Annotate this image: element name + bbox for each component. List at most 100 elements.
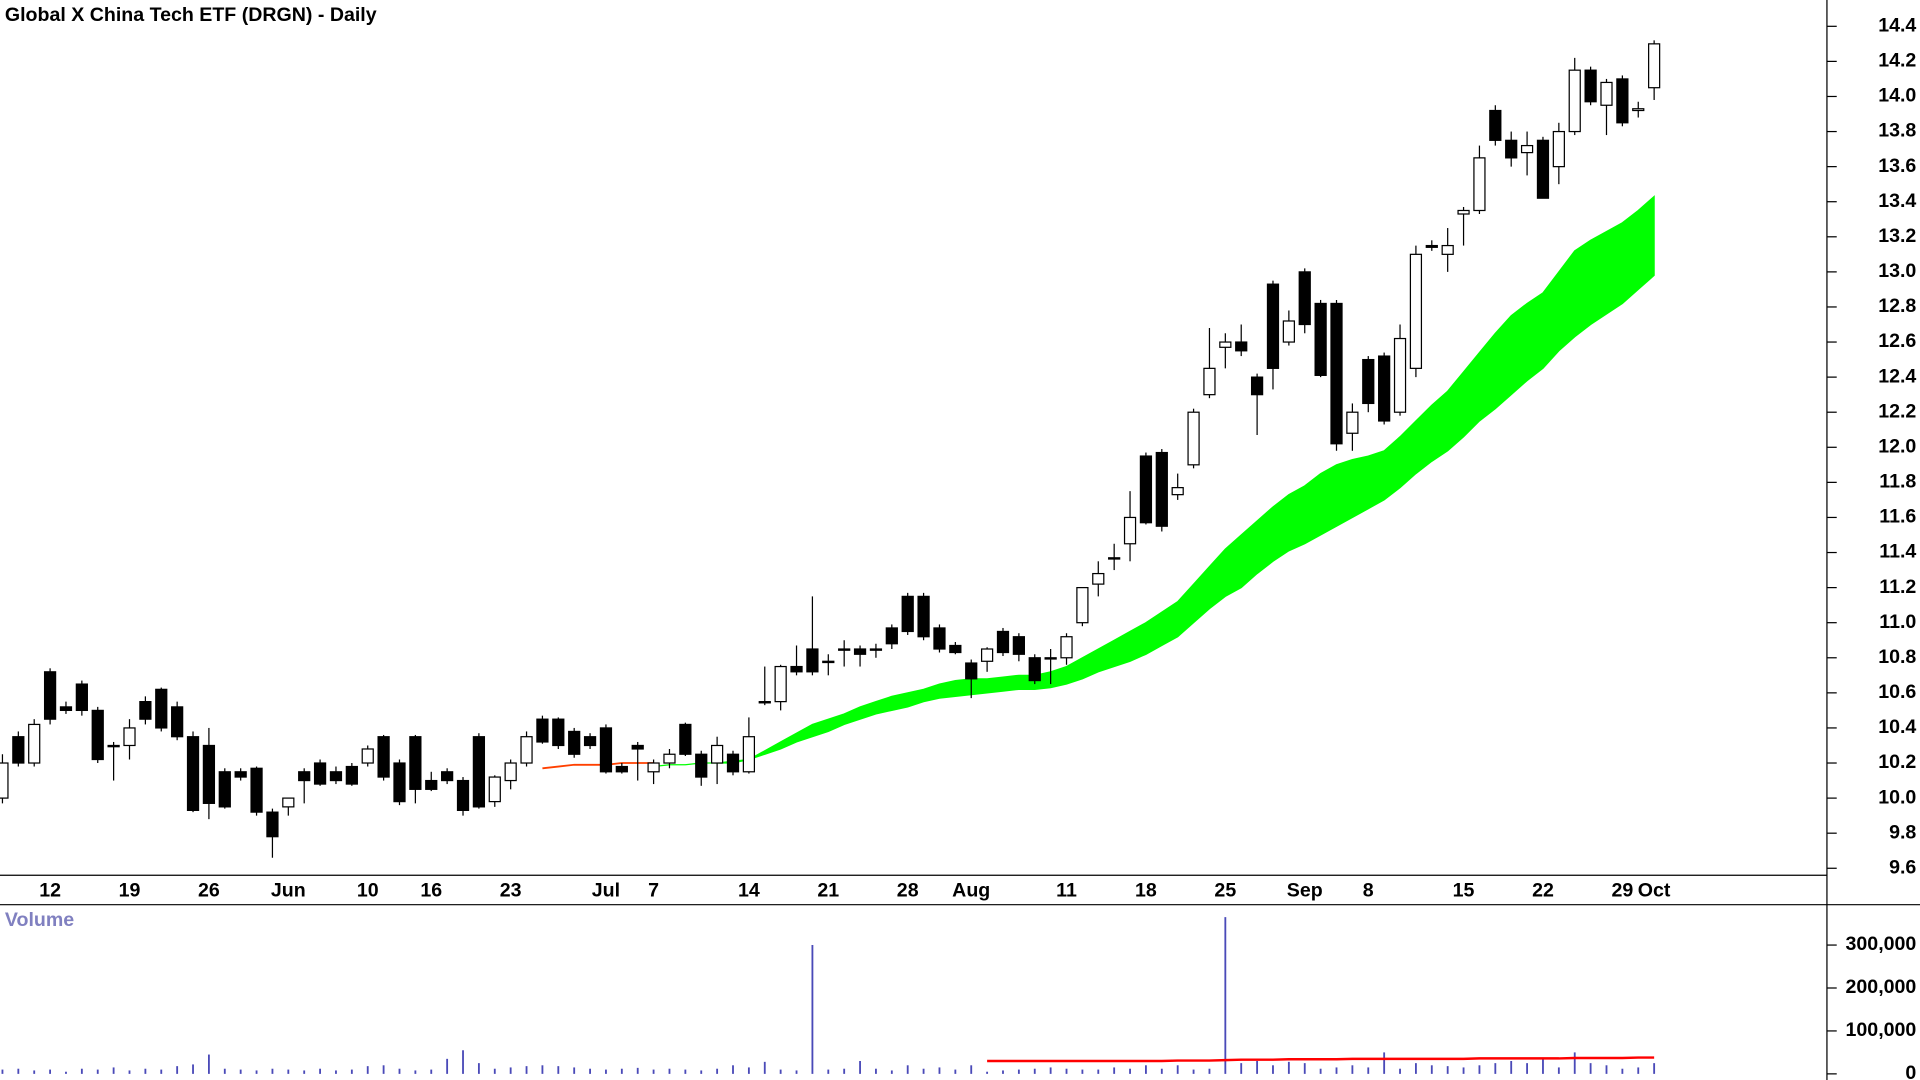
candle-body <box>933 627 946 650</box>
candle-body <box>1378 355 1391 422</box>
candle-body <box>425 779 438 790</box>
y-tick-label: 13.8 <box>1878 120 1916 142</box>
y-tick-label: 13.4 <box>1878 190 1916 212</box>
x-tick-label: Oct <box>1638 879 1671 901</box>
candle-body <box>695 753 708 778</box>
candle-body <box>742 736 756 773</box>
candle-body <box>1171 487 1184 496</box>
candle-body <box>1473 157 1486 212</box>
candle-body <box>838 648 851 651</box>
candle-body <box>1123 516 1137 545</box>
candle-body <box>647 762 660 773</box>
x-tick-label: Sep <box>1287 879 1323 901</box>
y-tick-label: 11.8 <box>1879 471 1916 493</box>
x-tick-label: 22 <box>1532 879 1554 901</box>
candle-body <box>107 744 120 748</box>
y-tick-label: 10.6 <box>1878 681 1916 703</box>
x-tick-label: 21 <box>817 879 839 901</box>
y-tick-label: 11.6 <box>1879 506 1916 528</box>
candle-body <box>1108 557 1121 560</box>
y-tick-label: 10.0 <box>1878 786 1916 808</box>
candle-body <box>1648 43 1661 89</box>
candle-body <box>1584 69 1597 103</box>
y-tick-label: 0 <box>1905 1062 1916 1080</box>
candle-body <box>536 718 549 743</box>
candle-body <box>806 648 819 673</box>
candle-body <box>965 662 978 680</box>
candle-body <box>282 797 295 808</box>
y-tick-label: 13.0 <box>1878 260 1916 282</box>
candle-body <box>1076 586 1089 624</box>
candle-body <box>679 723 692 755</box>
candle-body <box>0 762 9 799</box>
candle-body <box>631 744 644 750</box>
candle-body <box>441 771 454 782</box>
candle-body <box>758 701 771 704</box>
y-tick-label: 11.4 <box>1879 541 1916 563</box>
candle-body <box>1330 302 1343 445</box>
candle-body <box>1362 358 1375 405</box>
x-tick-label: Jul <box>592 879 620 901</box>
candle-body <box>393 762 406 803</box>
candle-body <box>171 706 184 738</box>
candle-body <box>1393 337 1407 413</box>
candle-body <box>1282 320 1295 343</box>
candle-body <box>155 688 168 729</box>
candle-body <box>552 718 565 747</box>
candle-body <box>917 595 930 638</box>
x-tick-label: 16 <box>420 879 442 901</box>
candle-body <box>1060 636 1073 659</box>
candle-body <box>266 811 279 838</box>
candle-body <box>361 748 374 764</box>
y-tick-label: 200,000 <box>1846 976 1917 998</box>
candle-body <box>1536 139 1550 199</box>
candle-body <box>1425 244 1438 248</box>
candle-body <box>504 762 517 782</box>
candle-body <box>1092 572 1105 585</box>
x-tick-label: 7 <box>648 879 659 901</box>
candle-body <box>1187 411 1200 466</box>
candle-body <box>1266 283 1280 369</box>
candle-body <box>1235 341 1248 352</box>
candle-body <box>980 648 994 662</box>
volume-title: Volume <box>5 909 74 931</box>
candle-body <box>409 736 422 790</box>
candle-body <box>1568 69 1581 133</box>
candle-body <box>790 665 803 673</box>
x-tick-label: 12 <box>39 879 61 901</box>
candle-body <box>1044 657 1057 660</box>
candle-body <box>869 648 883 651</box>
candle-body <box>599 727 613 773</box>
candle-body <box>1028 657 1041 682</box>
candle-body <box>139 701 152 720</box>
candle-body <box>885 627 898 645</box>
x-tick-label: 18 <box>1135 879 1157 901</box>
y-tick-label: 12.8 <box>1878 295 1916 317</box>
candle-body <box>663 753 676 764</box>
candle-body <box>1552 130 1565 168</box>
x-tick-label: 14 <box>738 879 760 901</box>
y-tick-label: 12.6 <box>1878 330 1916 352</box>
x-tick-label: 19 <box>119 879 141 901</box>
y-tick-label: 13.2 <box>1878 225 1916 247</box>
candle-body <box>711 744 724 764</box>
candle-body <box>218 771 231 808</box>
chart-title: Global X China Tech ETF (DRGN) - Daily <box>5 4 377 26</box>
average-line <box>542 762 654 770</box>
y-tick-label: 10.2 <box>1878 751 1916 773</box>
x-tick-label: 15 <box>1453 879 1475 901</box>
y-tick-label: 11.2 <box>1879 576 1916 598</box>
y-tick-label: 9.6 <box>1889 856 1916 878</box>
candle-body <box>1139 455 1153 524</box>
y-tick-label: 14.0 <box>1878 85 1916 107</box>
candle-body <box>774 665 787 703</box>
y-tick-label: 10.4 <box>1878 716 1916 738</box>
candle-body <box>202 744 216 804</box>
candle-body <box>250 767 263 813</box>
x-tick-label: 10 <box>357 879 379 901</box>
candle-body <box>726 753 740 773</box>
y-tick-label: 12.0 <box>1878 435 1916 457</box>
candle-body <box>1219 341 1232 348</box>
y-tick-label: 300,000 <box>1846 933 1917 955</box>
